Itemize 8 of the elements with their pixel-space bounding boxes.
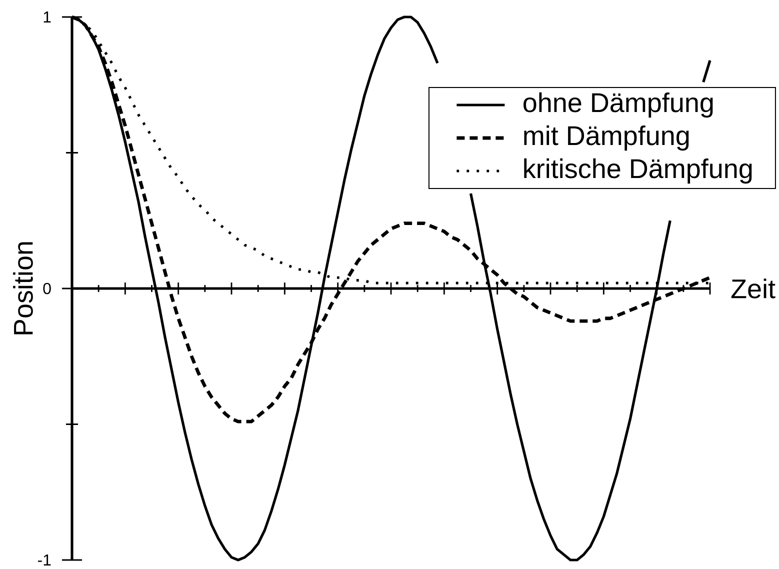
legend-label: ohne Dämpfung — [524, 92, 713, 118]
y-tick-label: -1 — [38, 554, 51, 566]
legend-label: kritische Dämpfung — [524, 158, 752, 184]
y-axis-title: Position — [13, 242, 33, 334]
y-tick-label: 0 — [43, 282, 51, 294]
y-tick-label: 1 — [44, 12, 51, 22]
x-axis-title: Zeit — [731, 278, 776, 298]
legend-label: mit Dämpfung — [524, 125, 689, 151]
